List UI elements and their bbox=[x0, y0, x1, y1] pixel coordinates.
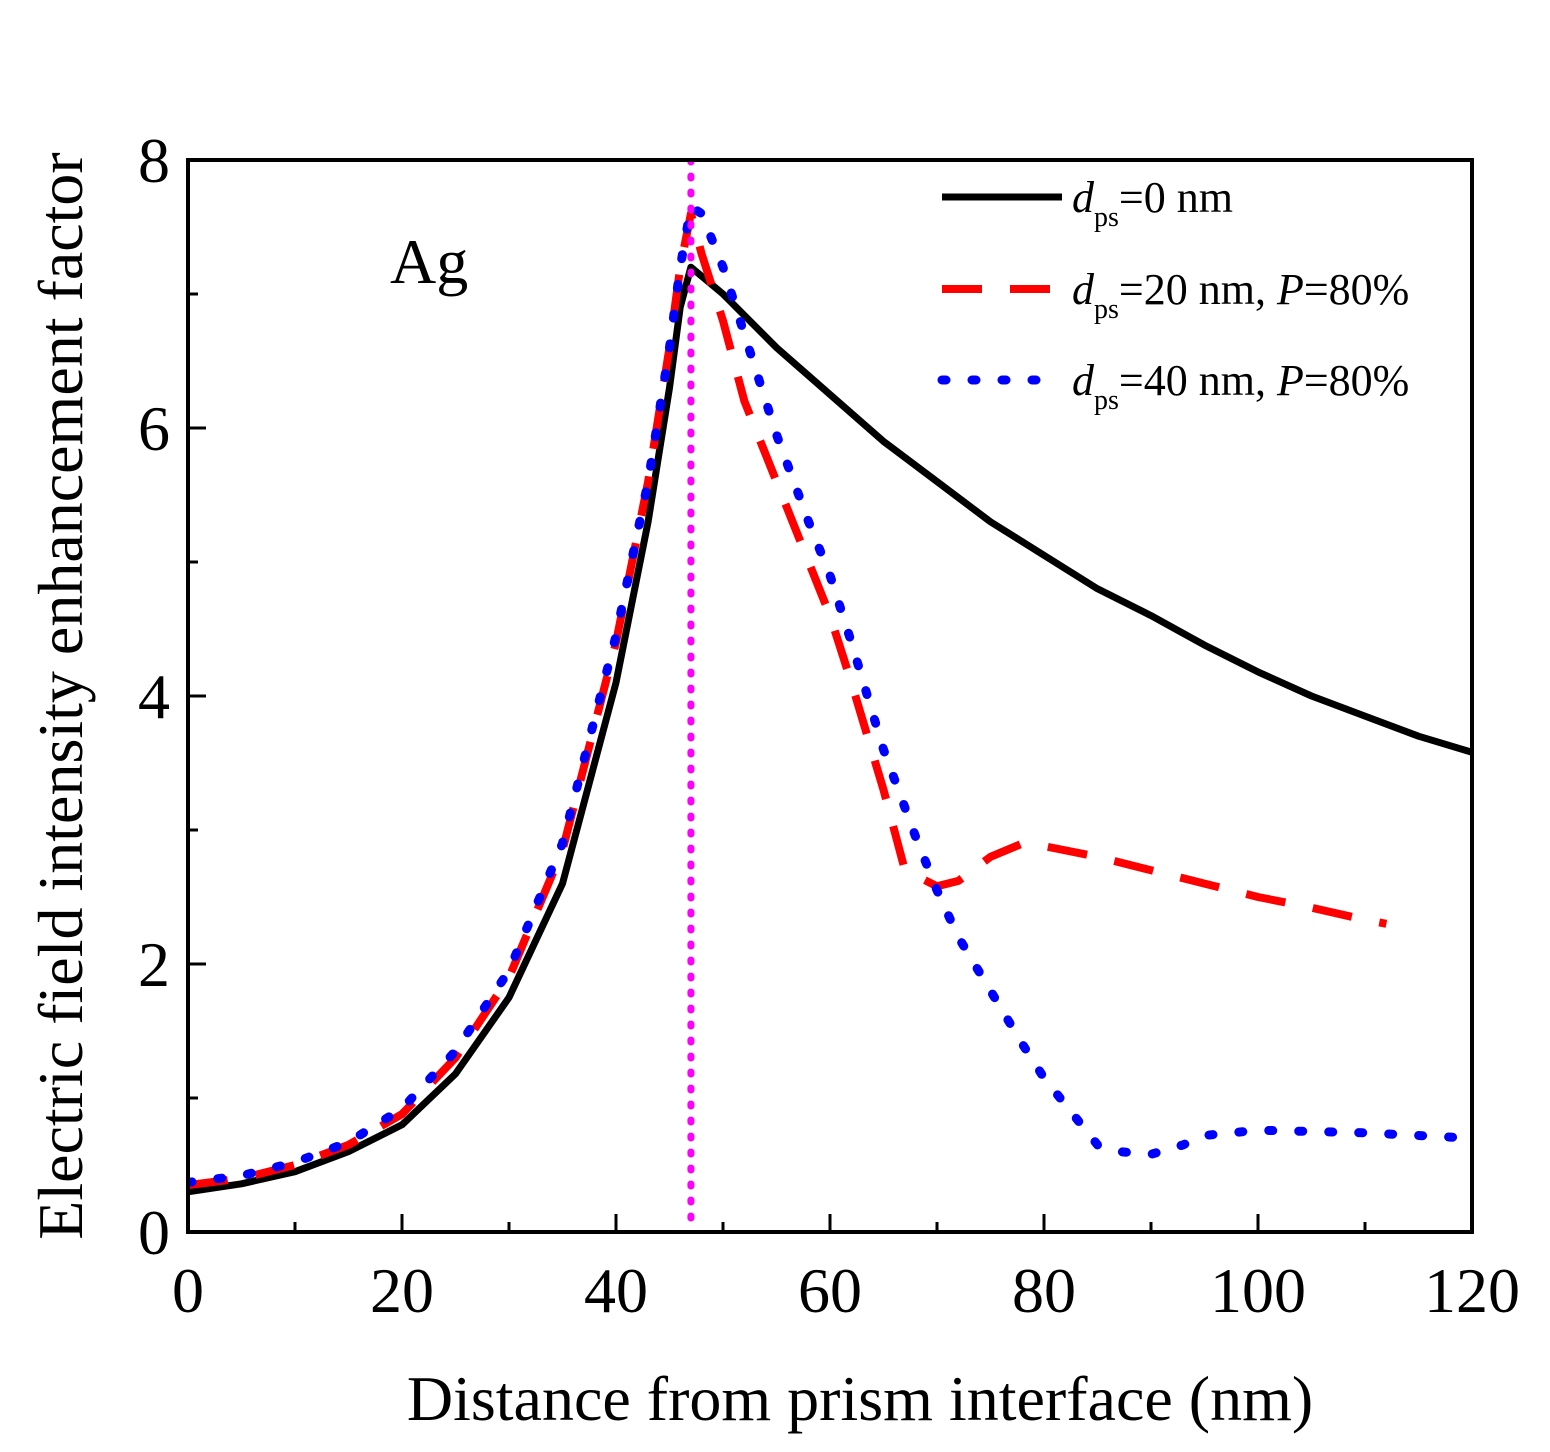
series-line bbox=[188, 209, 1388, 1190]
x-tick-label: 120 bbox=[1424, 1255, 1520, 1326]
x-tick-label: 60 bbox=[798, 1255, 862, 1326]
series-line bbox=[188, 263, 1472, 1196]
x-tick-label: 0 bbox=[172, 1255, 204, 1326]
x-tick-label: 100 bbox=[1210, 1255, 1306, 1326]
y-tick-label: 2 bbox=[138, 929, 170, 1000]
series-line bbox=[188, 202, 1472, 1187]
x-tick-label: 80 bbox=[1012, 1255, 1076, 1326]
plot-frame bbox=[186, 158, 1474, 1234]
annotation-ag: Ag bbox=[390, 226, 468, 297]
legend: dps=0 nm dps=20 nm, P=80% dps=40 nm, P=80% bbox=[937, 173, 1409, 416]
x-tick-label: 40 bbox=[584, 1255, 648, 1326]
y-tick-label: 8 bbox=[138, 125, 170, 196]
y-tick-label: 4 bbox=[138, 661, 170, 732]
y-tick-label: 0 bbox=[138, 1197, 170, 1268]
legend-entry: dps=20 nm, P=80% bbox=[1072, 265, 1409, 325]
x-tick-label: 20 bbox=[370, 1255, 434, 1326]
legend-entry: dps=0 nm bbox=[1072, 173, 1233, 233]
series-layer bbox=[188, 160, 1472, 1232]
x-axis-title: Distance from prism interface (nm) bbox=[407, 1363, 1313, 1434]
legend-entry: dps=40 nm, P=80% bbox=[1072, 356, 1409, 416]
y-axis-title: Electric field intensity enhancement fac… bbox=[25, 152, 96, 1240]
ticks-layer: 0 20 40 60 80 100 120 0 2 4 6 8 bbox=[138, 125, 1520, 1326]
y-tick-label: 6 bbox=[138, 393, 170, 464]
